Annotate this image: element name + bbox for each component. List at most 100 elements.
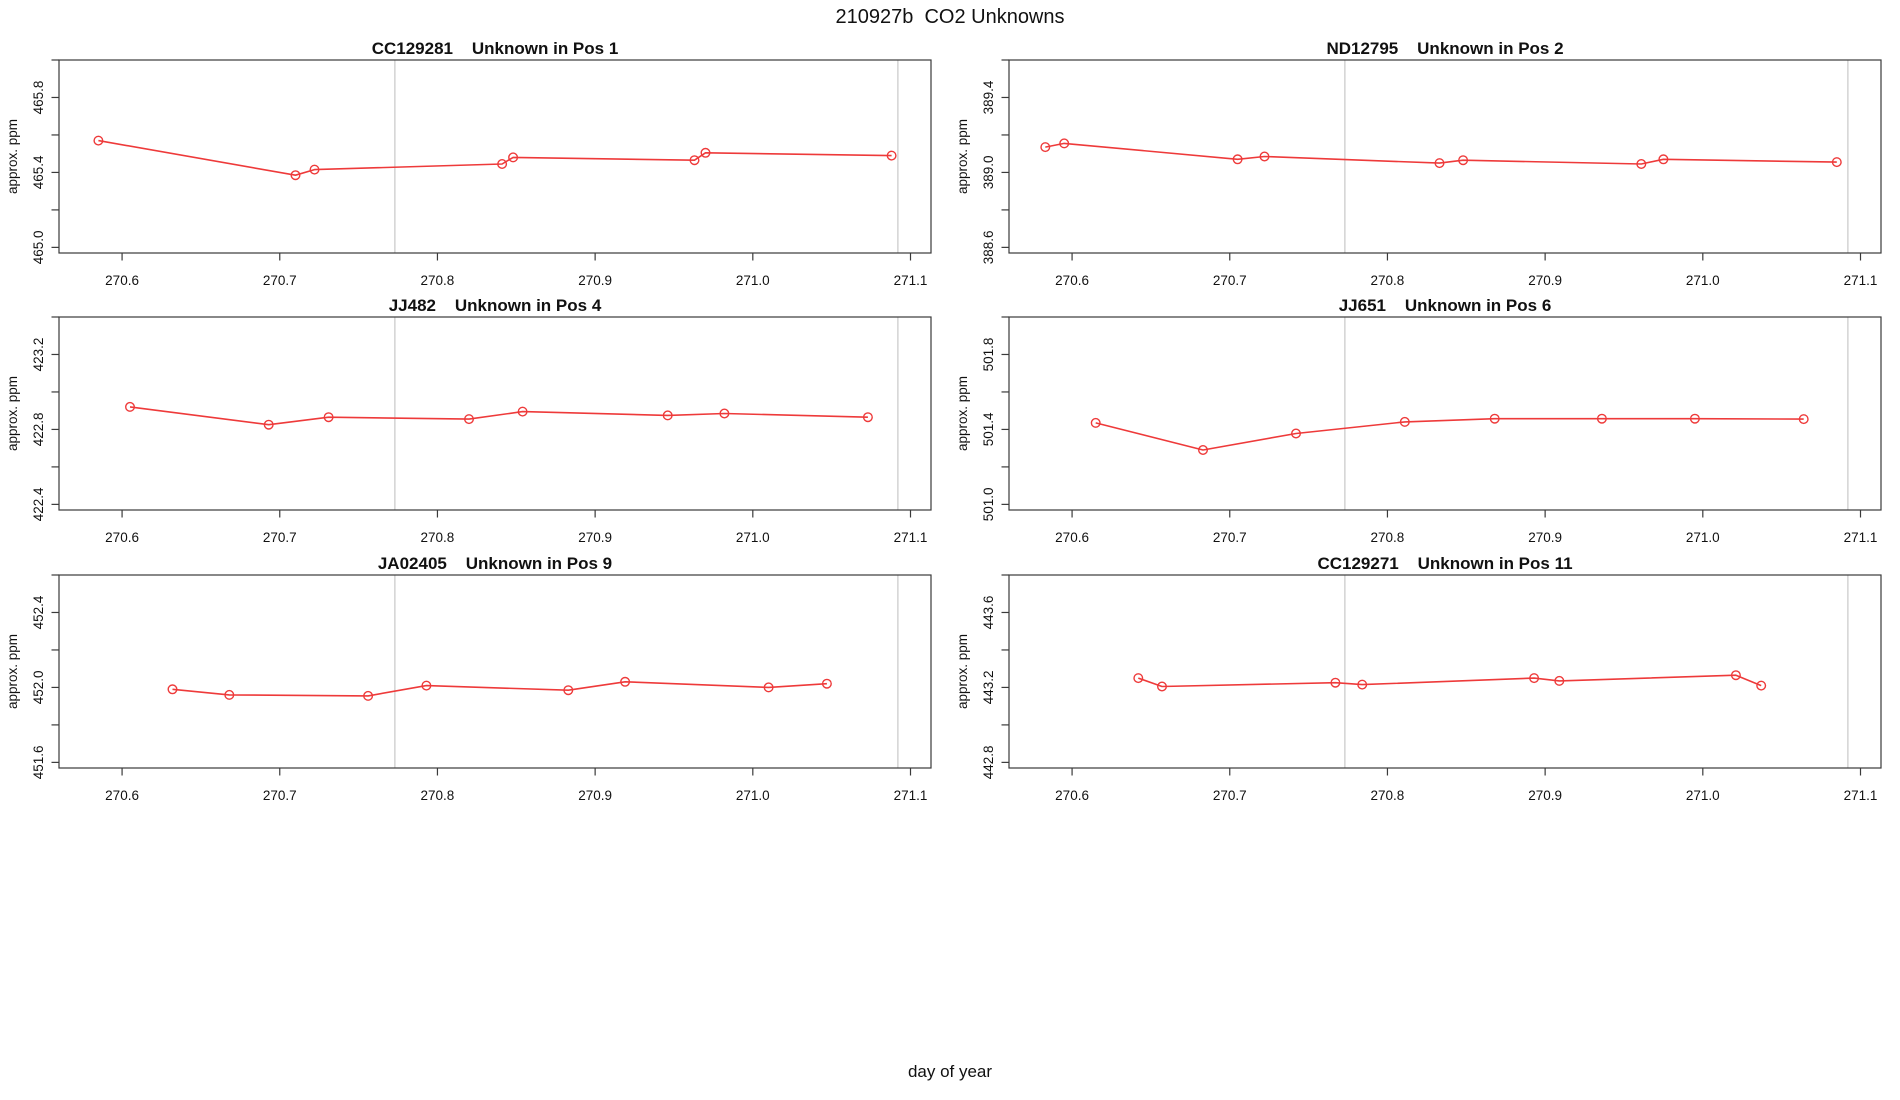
data-points bbox=[1040, 138, 1842, 169]
figure-title: 210927b CO2 Unknowns bbox=[835, 6, 1065, 28]
svg-text:443.6: 443.6 bbox=[981, 596, 996, 630]
data-points bbox=[1133, 670, 1767, 692]
svg-text:270.6: 270.6 bbox=[1055, 788, 1089, 803]
svg-text:422.4: 422.4 bbox=[31, 487, 46, 521]
svg-text:270.9: 270.9 bbox=[1528, 273, 1562, 288]
svg-text:271.1: 271.1 bbox=[1844, 788, 1878, 803]
series-line bbox=[1138, 674, 1762, 688]
reference-lines bbox=[394, 575, 899, 768]
plot-canvas-CC129271: 270.6 270.7 270.8 270.9 271.0 271.1 442.8 443.2… bbox=[955, 574, 1882, 803]
x-axis: 270.6 270.7 270.8 270.9 271.0 271.1 bbox=[105, 768, 927, 803]
reference-lines bbox=[1344, 575, 1849, 768]
y-axis: 465.0 465.4 465.8 bbox=[31, 59, 59, 264]
svg-text:270.7: 270.7 bbox=[1213, 273, 1247, 288]
data-points bbox=[124, 401, 873, 430]
subplot-title-pos1: CC129281 Unknown in Pos 1 bbox=[371, 39, 619, 58]
y-axis-label: approx. ppm bbox=[5, 119, 20, 194]
svg-text:389.0: 389.0 bbox=[981, 156, 996, 190]
svg-text:271.0: 271.0 bbox=[736, 273, 770, 288]
x-axis-label: day of year bbox=[907, 1062, 993, 1081]
svg-text:271.0: 271.0 bbox=[736, 530, 770, 545]
data-points bbox=[93, 135, 897, 181]
data-points bbox=[1090, 413, 1809, 455]
y-axis-label: approx. ppm bbox=[955, 119, 970, 194]
plot-box bbox=[1008, 574, 1882, 769]
svg-text:270.7: 270.7 bbox=[263, 273, 297, 288]
svg-text:271.1: 271.1 bbox=[1844, 273, 1878, 288]
data-points bbox=[167, 676, 832, 701]
svg-text:271.1: 271.1 bbox=[1844, 530, 1878, 545]
subplot-title-pos2: ND12795 Unknown in Pos 2 bbox=[1326, 39, 1564, 58]
plot-box bbox=[58, 574, 932, 769]
svg-text:271.0: 271.0 bbox=[1686, 273, 1720, 288]
subplot-title-pos6: JJ651 Unknown in Pos 6 bbox=[1338, 296, 1552, 315]
svg-text:270.7: 270.7 bbox=[1213, 788, 1247, 803]
y-axis: 501.0 501.4 501.8 bbox=[981, 316, 1009, 522]
reference-lines bbox=[1344, 317, 1849, 510]
subplot-title-pos11: CC129271 Unknown in Pos 11 bbox=[1317, 554, 1573, 573]
plot-canvas-JJ482: 270.6 270.7 270.8 270.9 271.0 271.1 422.4 422.8… bbox=[5, 316, 932, 545]
svg-text:270.7: 270.7 bbox=[1213, 530, 1247, 545]
svg-text:452.0: 452.0 bbox=[31, 671, 46, 705]
svg-text:271.0: 271.0 bbox=[1686, 788, 1720, 803]
plot-box bbox=[58, 59, 932, 254]
svg-text:501.8: 501.8 bbox=[981, 338, 996, 372]
svg-text:270.7: 270.7 bbox=[263, 788, 297, 803]
x-axis: 270.6 270.7 270.8 270.9 271.0 271.1 bbox=[1055, 768, 1877, 803]
series-line bbox=[1045, 142, 1837, 165]
svg-text:271.1: 271.1 bbox=[894, 273, 928, 288]
svg-text:270.6: 270.6 bbox=[105, 788, 139, 803]
svg-text:271.0: 271.0 bbox=[736, 788, 770, 803]
svg-text:501.4: 501.4 bbox=[981, 412, 996, 446]
subplot-title-pos4: JJ482 Unknown in Pos 4 bbox=[388, 296, 602, 315]
svg-text:270.6: 270.6 bbox=[105, 530, 139, 545]
reference-lines bbox=[1344, 60, 1849, 253]
plot-canvas-JJ651: 270.6 270.7 270.8 270.9 271.0 271.1 501.0 501.4… bbox=[955, 316, 1882, 545]
svg-text:271.1: 271.1 bbox=[894, 530, 928, 545]
svg-text:271.0: 271.0 bbox=[1686, 530, 1720, 545]
y-axis: 388.6 389.0 389.4 bbox=[981, 59, 1009, 265]
svg-text:465.4: 465.4 bbox=[31, 155, 46, 189]
reference-lines bbox=[394, 317, 899, 510]
subplot-title-pos9: JA02405 Unknown in Pos 9 bbox=[377, 554, 613, 573]
y-axis: 422.4 422.8 423.2 bbox=[31, 316, 59, 521]
svg-text:270.9: 270.9 bbox=[578, 788, 612, 803]
plot-box bbox=[58, 316, 932, 511]
series-line bbox=[129, 406, 868, 426]
svg-text:422.8: 422.8 bbox=[31, 413, 46, 447]
svg-text:389.4: 389.4 bbox=[981, 80, 996, 114]
plot-canvas-CC129281: 270.6 270.7 270.8 270.9 271.0 271.1 465.0 465.4… bbox=[5, 59, 932, 288]
svg-text:443.2: 443.2 bbox=[981, 671, 996, 705]
svg-text:270.6: 270.6 bbox=[105, 273, 139, 288]
svg-text:270.6: 270.6 bbox=[1055, 273, 1089, 288]
x-axis: 270.6 270.7 270.8 270.9 271.0 271.1 bbox=[1055, 510, 1877, 545]
svg-text:501.0: 501.0 bbox=[981, 488, 996, 522]
svg-text:270.9: 270.9 bbox=[1528, 530, 1562, 545]
series-line bbox=[1095, 417, 1804, 451]
series-line bbox=[98, 139, 892, 176]
svg-text:388.6: 388.6 bbox=[981, 231, 996, 265]
svg-text:442.8: 442.8 bbox=[981, 746, 996, 780]
y-axis-label: approx. ppm bbox=[955, 634, 970, 709]
svg-text:451.6: 451.6 bbox=[31, 746, 46, 780]
y-axis: 451.6 452.0 452.4 bbox=[31, 574, 59, 780]
plot-box bbox=[1008, 59, 1882, 254]
x-axis: 270.6 270.7 270.8 270.9 271.0 271.1 bbox=[1055, 253, 1877, 288]
svg-text:270.7: 270.7 bbox=[263, 530, 297, 545]
svg-text:270.9: 270.9 bbox=[578, 273, 612, 288]
svg-text:423.2: 423.2 bbox=[31, 338, 46, 372]
plot-canvas-JA02405: 270.6 270.7 270.8 270.9 271.0 271.1 451.6 452.0… bbox=[5, 574, 932, 803]
reference-lines bbox=[394, 60, 899, 253]
svg-text:270.8: 270.8 bbox=[1371, 788, 1405, 803]
y-axis-label: approx. ppm bbox=[5, 634, 20, 709]
svg-text:465.8: 465.8 bbox=[31, 81, 46, 115]
plot-canvas-ND12795: 270.6 270.7 270.8 270.9 271.0 271.1 388.6 389.0… bbox=[955, 59, 1882, 288]
series-line bbox=[172, 681, 827, 697]
y-axis-label: approx. ppm bbox=[5, 376, 20, 451]
x-axis: 270.6 270.7 270.8 270.9 271.0 271.1 bbox=[105, 510, 927, 545]
y-axis-label: approx. ppm bbox=[955, 376, 970, 451]
svg-text:270.9: 270.9 bbox=[578, 530, 612, 545]
svg-text:270.8: 270.8 bbox=[1371, 273, 1405, 288]
svg-text:270.8: 270.8 bbox=[1371, 530, 1405, 545]
svg-text:270.8: 270.8 bbox=[421, 788, 455, 803]
